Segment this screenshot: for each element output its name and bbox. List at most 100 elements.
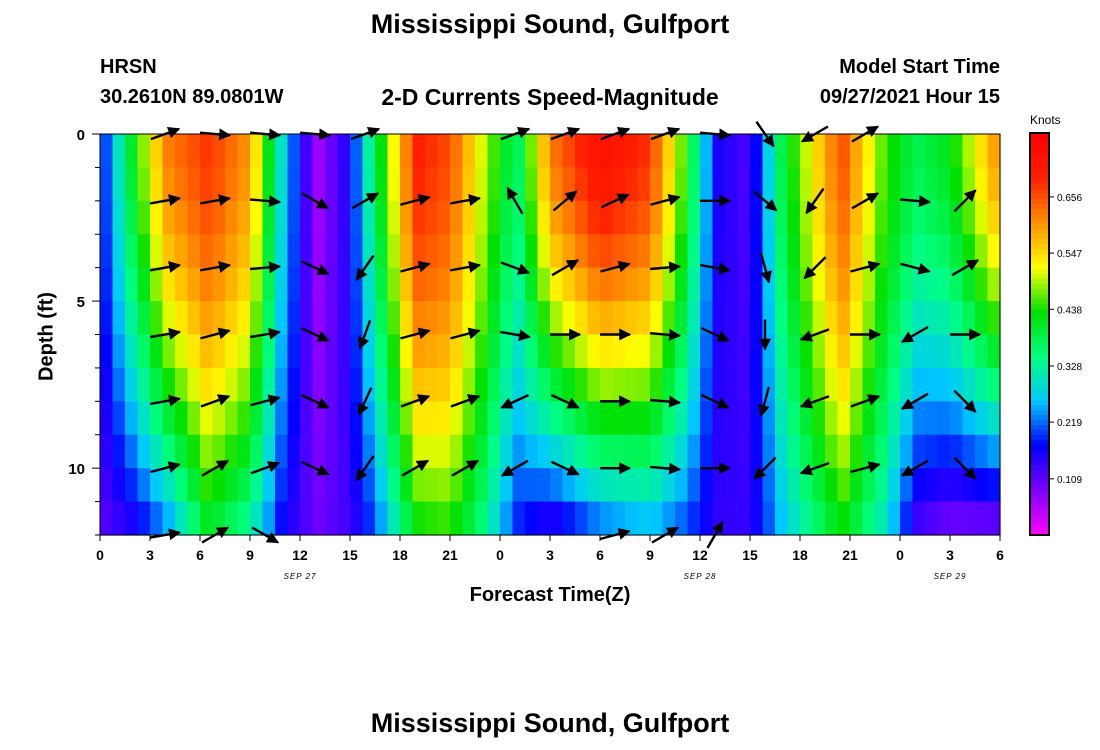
heatmap-cell: [337, 234, 351, 269]
heatmap-cell: [675, 301, 689, 336]
heatmap-cell: [987, 301, 1001, 336]
heatmap-cell: [775, 167, 789, 202]
current-vector: [450, 327, 481, 340]
heatmap-cell: [412, 167, 426, 202]
heatmap-cell: [950, 267, 964, 302]
heatmap-cell: [762, 267, 776, 302]
heatmap-cell: [925, 434, 939, 469]
heatmap-cell: [100, 501, 114, 536]
heatmap-cell: [937, 367, 951, 402]
current-vector: [953, 456, 977, 480]
heatmap-cell: [887, 501, 901, 536]
heatmap-cell: [100, 234, 114, 269]
heatmap-cell: [850, 501, 864, 536]
heatmap-cell: [375, 134, 389, 169]
heatmap-cell: [975, 434, 989, 469]
heatmap-cell: [962, 334, 976, 369]
heatmap-cell: [237, 501, 251, 536]
heatmap-cell: [587, 267, 601, 302]
heatmap-cell: [975, 267, 989, 302]
heatmap-cell: [262, 167, 276, 202]
heatmap-cell: [525, 501, 539, 536]
x-tick-label: 15: [342, 547, 358, 563]
heatmap-cell: [662, 468, 676, 503]
colorbar-segment: [1030, 323, 1049, 330]
heatmap-cell: [762, 501, 776, 536]
heatmap-cell: [837, 468, 851, 503]
heatmap-cell: [687, 134, 701, 169]
heatmap-cell: [575, 434, 589, 469]
heatmap-cell: [150, 334, 164, 369]
heatmap-cell: [775, 468, 789, 503]
heatmap-cell: [125, 468, 139, 503]
heatmap-cell: [125, 401, 139, 436]
heatmap-cell: [937, 501, 951, 536]
heatmap-cell: [587, 167, 601, 202]
heatmap-cell: [112, 367, 126, 402]
current-vector: [900, 392, 929, 410]
heatmap-cell: [587, 401, 601, 436]
colorbar-segment: [1030, 424, 1049, 431]
heatmap-cell: [862, 367, 876, 402]
colorbar-segment: [1030, 263, 1049, 270]
heatmap-cell: [375, 301, 389, 336]
heatmap-cell: [300, 200, 314, 235]
current-vector: [900, 325, 929, 344]
heatmap-cell: [587, 200, 601, 235]
heatmap-cell: [762, 167, 776, 202]
heatmap-cell: [637, 301, 651, 336]
heatmap-cell: [887, 234, 901, 269]
heatmap-cell: [300, 334, 314, 369]
heatmap-cell: [400, 167, 414, 202]
heatmap-cell: [737, 434, 751, 469]
heatmap-cell: [487, 167, 501, 202]
x-tick-label: 6: [596, 547, 604, 563]
current-vector: [300, 460, 330, 476]
heatmap-cell: [500, 367, 514, 402]
heatmap-cell: [812, 267, 826, 302]
current-vector: [450, 394, 481, 408]
colorbar-segment: [1030, 349, 1049, 355]
heatmap-cell: [850, 468, 864, 503]
heatmap-cell: [900, 501, 914, 536]
current-vector: [400, 260, 431, 273]
heatmap-cell: [937, 468, 951, 503]
heatmap-cell: [237, 234, 251, 269]
heatmap-cell: [512, 468, 526, 503]
heatmap-cell: [837, 501, 851, 536]
colorbar-segment: [1030, 278, 1049, 285]
page-title: Mississippi Sound, Gulfport: [370, 9, 730, 39]
heatmap-cell: [325, 267, 339, 302]
heatmap-cell: [800, 401, 814, 436]
heatmap-cell: [212, 301, 226, 336]
heatmap-cell: [237, 334, 251, 369]
heatmap-cell: [487, 134, 501, 169]
colorbar-segment: [1030, 138, 1049, 144]
heatmap-cell: [600, 367, 614, 402]
heatmap-cell: [612, 501, 626, 536]
heatmap-cell: [725, 167, 739, 202]
heatmap-cell: [637, 234, 651, 269]
heatmap-cell: [325, 367, 339, 402]
heatmap-cell: [562, 200, 576, 235]
heatmap-cell: [462, 267, 476, 302]
heatmap-cell: [775, 234, 789, 269]
heatmap-cell: [950, 234, 964, 269]
heatmap-cell: [225, 301, 239, 336]
heatmap-cell: [787, 301, 801, 336]
heatmap-cell: [912, 167, 926, 202]
heatmap-cell: [762, 234, 776, 269]
heatmap-cell: [175, 434, 189, 469]
heatmap-cell: [612, 167, 626, 202]
heatmap-cell: [575, 234, 589, 269]
colorbar-segment: [1030, 429, 1049, 436]
heatmap-cell: [812, 301, 826, 336]
heatmap-cell: [425, 434, 439, 469]
heatmap-cell: [287, 167, 301, 202]
heatmap-cell: [162, 334, 176, 369]
heatmap-cell: [887, 434, 901, 469]
heatmap-cell: [225, 434, 239, 469]
heatmap-cell: [950, 468, 964, 503]
heatmap-cell: [475, 167, 489, 202]
heatmap-cell: [137, 301, 151, 336]
